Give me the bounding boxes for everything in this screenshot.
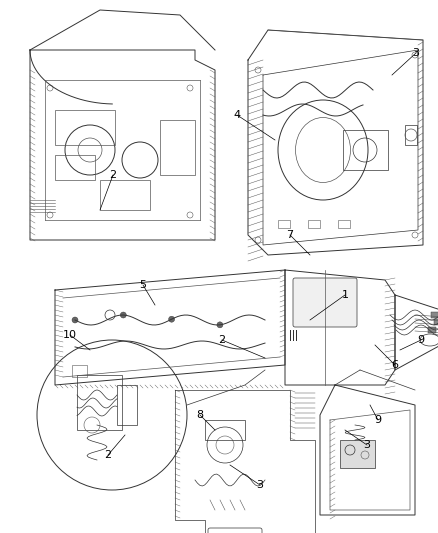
Circle shape xyxy=(72,317,78,323)
Text: 4: 4 xyxy=(233,110,240,120)
Circle shape xyxy=(255,67,261,73)
Bar xyxy=(160,120,195,175)
Text: 7: 7 xyxy=(286,230,293,240)
Circle shape xyxy=(255,237,261,243)
Circle shape xyxy=(37,340,187,490)
Bar xyxy=(428,327,436,333)
Bar xyxy=(100,180,150,210)
Circle shape xyxy=(412,52,418,58)
Bar xyxy=(434,319,438,325)
Bar xyxy=(343,130,388,170)
FancyBboxPatch shape xyxy=(293,278,357,327)
Text: 9: 9 xyxy=(417,335,424,345)
Text: 5: 5 xyxy=(139,280,146,290)
Circle shape xyxy=(187,85,193,91)
Bar xyxy=(338,220,350,228)
Circle shape xyxy=(412,232,418,238)
Bar xyxy=(405,125,417,145)
Circle shape xyxy=(169,316,175,322)
Bar xyxy=(117,385,137,425)
Circle shape xyxy=(105,310,115,320)
Text: 2: 2 xyxy=(110,170,117,180)
Text: 3: 3 xyxy=(413,48,420,58)
Circle shape xyxy=(47,85,53,91)
Circle shape xyxy=(120,312,126,318)
Circle shape xyxy=(47,212,53,218)
Text: 10: 10 xyxy=(63,330,77,340)
Bar xyxy=(340,440,375,468)
Bar xyxy=(77,375,122,430)
Bar xyxy=(72,365,87,377)
Text: 1: 1 xyxy=(342,290,349,300)
Text: 6: 6 xyxy=(392,360,399,370)
Text: 3: 3 xyxy=(257,480,264,490)
Bar xyxy=(55,155,95,180)
Text: 3: 3 xyxy=(364,440,371,450)
Bar xyxy=(55,110,115,145)
Text: 9: 9 xyxy=(374,415,381,425)
Circle shape xyxy=(217,322,223,328)
Bar xyxy=(205,420,245,440)
Bar xyxy=(308,220,320,228)
Bar xyxy=(278,220,290,228)
Circle shape xyxy=(187,212,193,218)
Text: 2: 2 xyxy=(219,335,226,345)
Bar xyxy=(431,312,438,318)
Text: 2: 2 xyxy=(104,450,112,460)
Text: 8: 8 xyxy=(196,410,204,420)
